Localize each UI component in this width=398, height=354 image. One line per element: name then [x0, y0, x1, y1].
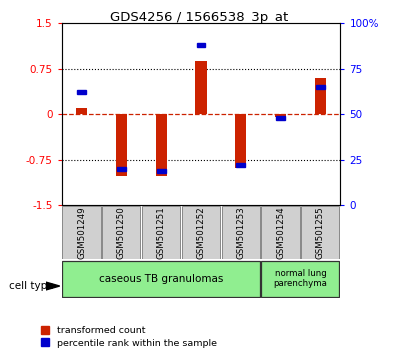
FancyBboxPatch shape: [142, 206, 180, 259]
Text: normal lung
parenchyma: normal lung parenchyma: [273, 269, 328, 289]
Bar: [77, 90, 86, 95]
Text: GSM501253: GSM501253: [236, 206, 245, 259]
FancyBboxPatch shape: [62, 206, 101, 259]
Bar: [156, 114, 167, 176]
Text: GSM501249: GSM501249: [77, 206, 86, 259]
FancyBboxPatch shape: [102, 206, 140, 259]
Text: GDS4256 / 1566538_3p_at: GDS4256 / 1566538_3p_at: [110, 11, 288, 24]
Text: GSM501252: GSM501252: [197, 206, 205, 259]
Text: GSM501251: GSM501251: [157, 206, 166, 259]
FancyBboxPatch shape: [182, 206, 220, 259]
Bar: [276, 116, 285, 120]
Polygon shape: [46, 282, 60, 290]
Text: cell type: cell type: [9, 281, 53, 291]
Bar: [235, 114, 246, 168]
Bar: [157, 169, 166, 173]
Text: GSM501255: GSM501255: [316, 206, 325, 259]
Bar: [275, 114, 286, 117]
Bar: [236, 163, 245, 167]
Text: GSM501250: GSM501250: [117, 206, 126, 259]
Bar: [316, 85, 325, 89]
FancyBboxPatch shape: [62, 261, 260, 297]
FancyBboxPatch shape: [261, 261, 339, 297]
Text: GSM501254: GSM501254: [276, 206, 285, 259]
FancyBboxPatch shape: [222, 206, 260, 259]
Legend: transformed count, percentile rank within the sample: transformed count, percentile rank withi…: [41, 326, 217, 348]
Text: caseous TB granulomas: caseous TB granulomas: [99, 274, 223, 284]
FancyBboxPatch shape: [301, 206, 339, 259]
Bar: [117, 167, 126, 171]
FancyBboxPatch shape: [261, 206, 300, 259]
Bar: [315, 78, 326, 114]
Bar: [197, 43, 205, 47]
Bar: [116, 114, 127, 176]
Bar: [76, 108, 87, 114]
Bar: [195, 61, 207, 114]
